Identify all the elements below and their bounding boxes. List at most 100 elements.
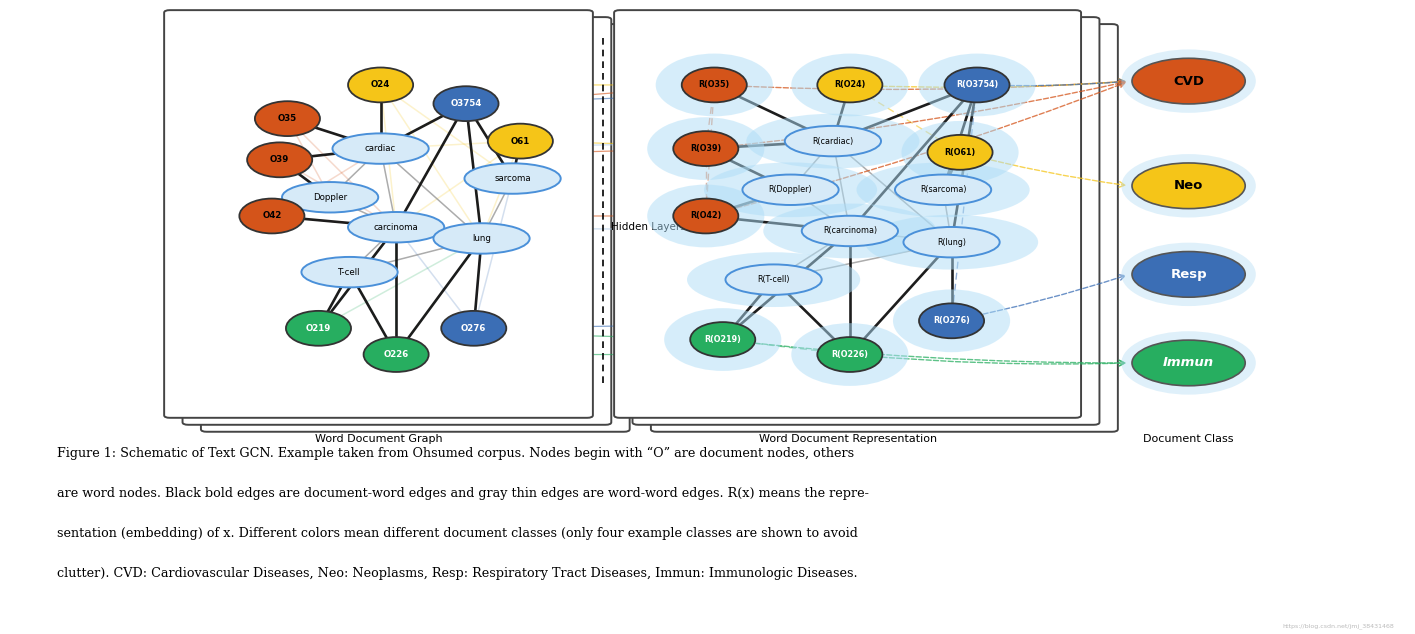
- Ellipse shape: [1121, 154, 1257, 217]
- Text: Resp: Resp: [1170, 268, 1207, 281]
- Ellipse shape: [301, 257, 398, 287]
- Ellipse shape: [691, 322, 756, 357]
- Ellipse shape: [763, 204, 937, 258]
- Ellipse shape: [1132, 163, 1245, 209]
- Text: O24: O24: [371, 81, 391, 89]
- Ellipse shape: [802, 216, 899, 246]
- Text: O35: O35: [277, 114, 297, 123]
- Ellipse shape: [488, 124, 553, 158]
- Ellipse shape: [703, 162, 877, 217]
- Ellipse shape: [1132, 58, 1245, 104]
- Text: R(carcinoma): R(carcinoma): [822, 226, 877, 235]
- Text: are word nodes. Black bold edges are document-word edges and gray thin edges are: are word nodes. Black bold edges are doc…: [57, 487, 869, 500]
- Text: O39: O39: [270, 155, 289, 164]
- Text: R(O226): R(O226): [832, 350, 869, 359]
- Ellipse shape: [743, 174, 839, 205]
- Ellipse shape: [282, 182, 378, 212]
- Ellipse shape: [688, 252, 860, 307]
- FancyBboxPatch shape: [614, 10, 1081, 418]
- Ellipse shape: [682, 67, 747, 102]
- Ellipse shape: [248, 143, 313, 178]
- Text: O61: O61: [511, 136, 531, 146]
- Ellipse shape: [918, 53, 1036, 116]
- Text: Hidden Layers: Hidden Layers: [611, 222, 685, 232]
- Text: R(sarcoma): R(sarcoma): [920, 185, 966, 194]
- Ellipse shape: [726, 264, 822, 295]
- FancyBboxPatch shape: [651, 24, 1118, 432]
- Text: R(Doppler): R(Doppler): [768, 185, 812, 194]
- Text: Figure 1: Schematic of Text GCN. Example taken from Ohsumed corpus. Nodes begin : Figure 1: Schematic of Text GCN. Example…: [57, 447, 853, 460]
- Text: lung: lung: [473, 234, 491, 243]
- Text: R(O39): R(O39): [691, 144, 722, 153]
- Ellipse shape: [785, 126, 882, 157]
- Text: R(lung): R(lung): [937, 238, 966, 247]
- Text: R(O24): R(O24): [835, 81, 866, 89]
- Ellipse shape: [664, 308, 781, 371]
- Ellipse shape: [433, 223, 529, 254]
- Ellipse shape: [791, 53, 908, 116]
- Text: T-cell: T-cell: [338, 268, 361, 276]
- Text: O226: O226: [383, 350, 409, 359]
- Ellipse shape: [674, 198, 739, 233]
- Ellipse shape: [865, 215, 1039, 269]
- Ellipse shape: [818, 337, 883, 372]
- Text: cardiac: cardiac: [365, 144, 396, 153]
- Ellipse shape: [286, 311, 351, 346]
- Text: R(O3754): R(O3754): [957, 81, 998, 89]
- Ellipse shape: [918, 304, 983, 339]
- Ellipse shape: [239, 198, 304, 233]
- Ellipse shape: [464, 164, 560, 194]
- FancyBboxPatch shape: [633, 17, 1099, 425]
- Ellipse shape: [927, 135, 992, 170]
- Text: R(cardiac): R(cardiac): [812, 136, 853, 146]
- Text: O276: O276: [461, 324, 487, 333]
- Ellipse shape: [1121, 243, 1257, 306]
- Ellipse shape: [894, 174, 990, 205]
- Text: Immun: Immun: [1163, 356, 1214, 370]
- FancyBboxPatch shape: [183, 17, 611, 425]
- Text: O219: O219: [306, 324, 331, 333]
- Ellipse shape: [791, 323, 908, 386]
- FancyBboxPatch shape: [164, 10, 593, 418]
- Ellipse shape: [746, 113, 920, 169]
- Ellipse shape: [655, 53, 773, 116]
- Text: sarcoma: sarcoma: [494, 174, 531, 183]
- Ellipse shape: [333, 133, 429, 164]
- Ellipse shape: [255, 101, 320, 136]
- Text: carcinoma: carcinoma: [374, 223, 419, 231]
- Ellipse shape: [903, 227, 999, 257]
- Ellipse shape: [944, 67, 1009, 102]
- Text: Word Document Graph: Word Document Graph: [314, 434, 443, 444]
- Text: O3754: O3754: [450, 99, 481, 108]
- Text: Doppler: Doppler: [313, 193, 347, 202]
- Text: R(O42): R(O42): [691, 212, 722, 221]
- Text: Document Class: Document Class: [1143, 434, 1234, 444]
- Ellipse shape: [856, 162, 1030, 217]
- Ellipse shape: [818, 67, 883, 102]
- Ellipse shape: [647, 184, 764, 247]
- Ellipse shape: [674, 131, 739, 166]
- Text: Neo: Neo: [1174, 179, 1203, 192]
- Ellipse shape: [893, 290, 1010, 353]
- Ellipse shape: [348, 67, 413, 102]
- Ellipse shape: [1132, 340, 1245, 385]
- Ellipse shape: [348, 212, 444, 242]
- Text: R(O219): R(O219): [705, 335, 741, 344]
- Ellipse shape: [441, 311, 507, 346]
- Ellipse shape: [433, 86, 498, 121]
- Text: O42: O42: [262, 212, 282, 221]
- Ellipse shape: [1132, 252, 1245, 297]
- Text: sentation (embedding) of x. Different colors mean different document classes (on: sentation (embedding) of x. Different co…: [57, 527, 857, 540]
- Text: https://blog.csdn.net/jmj_38431468: https://blog.csdn.net/jmj_38431468: [1282, 623, 1394, 629]
- Text: R(O35): R(O35): [699, 81, 730, 89]
- FancyBboxPatch shape: [201, 24, 630, 432]
- Text: R(T-cell): R(T-cell): [757, 275, 790, 284]
- Ellipse shape: [901, 121, 1019, 184]
- Text: clutter). CVD: Cardiovascular Diseases, Neo: Neoplasms, Resp: Respiratory Tract : clutter). CVD: Cardiovascular Diseases, …: [57, 567, 857, 579]
- Text: Word Document Representation: Word Document Representation: [758, 434, 937, 444]
- Text: R(O276): R(O276): [932, 316, 971, 325]
- Ellipse shape: [647, 117, 764, 180]
- Ellipse shape: [364, 337, 429, 372]
- Ellipse shape: [1121, 331, 1257, 394]
- Text: CVD: CVD: [1173, 75, 1204, 87]
